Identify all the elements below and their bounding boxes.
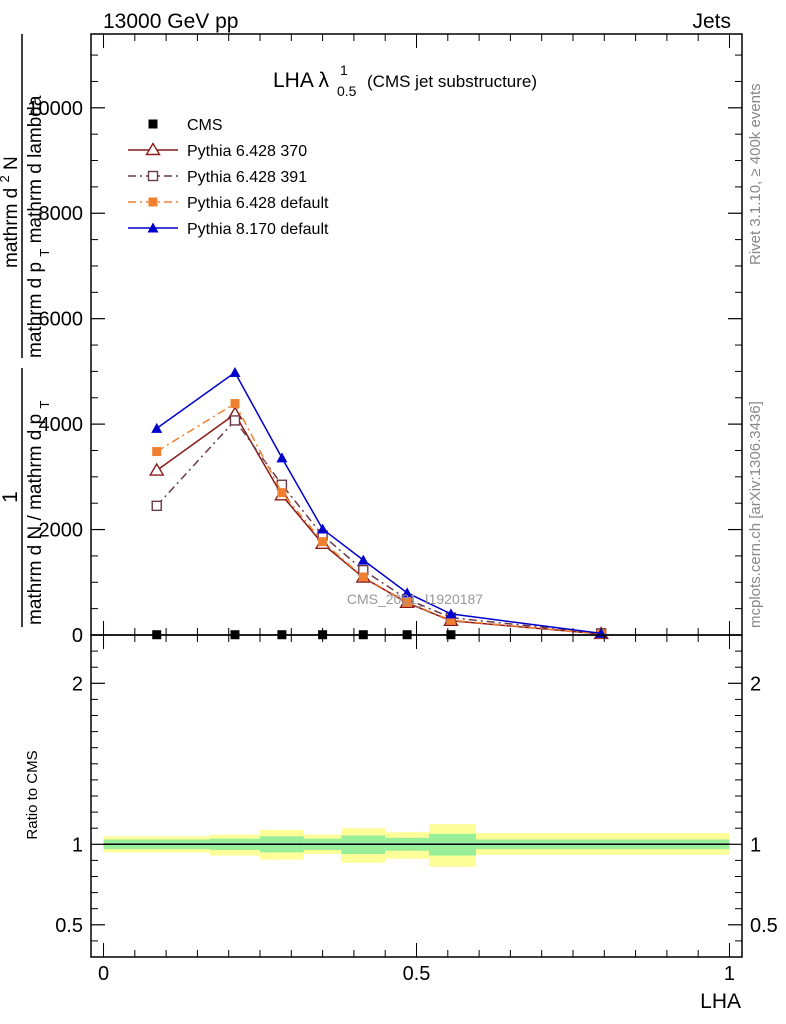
data-point [317,523,329,534]
ratio-frame [90,634,743,958]
ratio-y-tick-label-right: 2 [750,673,761,695]
x-axis-label: LHA [700,990,741,1013]
ylabel-top-rest: N [1,156,22,170]
ylabel-top-main: mathrm d [1,188,22,268]
rivet-label: Rivet 3.1.10, ≥ 400k events [747,83,764,265]
main-y-tick-label: 0 [72,625,83,647]
data-point [151,422,163,433]
header-right: Jets [692,10,731,33]
ratio-x-axis: 0 0.5 1 [98,635,735,985]
data-point [148,462,165,476]
legend-entry: Pythia 8.170 default [128,221,329,238]
data-point [318,537,328,547]
series-3 [152,399,606,639]
data-point [277,488,287,498]
data-point [151,500,162,512]
ylabel-top-sup: 2 [0,175,12,182]
ratio-panel: 0.5 0.51 12 2 0 0.5 1 Ratio to CMS LHA [24,634,778,1013]
series-line [156,402,602,635]
main-panel: 0 2000 4000 6000 8000 10000 LHA λ 1 0.5 (CMS … [0,33,743,647]
main-series-group [148,366,609,640]
ylabel-top: mathrm d 2 N [0,156,22,268]
legend: CMS Pythia 6.428 370 Pythia 6.428 391 Pythi… [128,117,329,238]
ratio-y-tick-label: 2 [72,673,83,695]
chart-title-main: LHA λ [273,69,330,92]
ratio-y-tick-label-right: 1 [750,834,761,856]
legend-label: Pythia 8.170 default [187,221,329,238]
main-y-tick-label: 4000 [39,414,84,436]
legend-marker [147,170,159,182]
ratio-y-label: Ratio to CMS [24,750,41,839]
x-tick-label: 0.5 [403,963,431,985]
legend-label: Pythia 6.428 391 [187,169,307,186]
data-point [358,572,368,582]
data-point [230,399,240,409]
ylabel-numerator: 1 [0,491,22,503]
ratio-y-axis: 0.5 0.5 1 1 2 2 [55,650,778,942]
chart-title: LHA λ [273,69,330,92]
main-y-axis: 0 2000 4000 6000 8000 10000 [27,54,742,647]
x-tick-label: 0 [98,963,109,985]
analysis-watermark: CMS_2021_I1920187 [347,591,483,607]
legend-marker [147,222,159,233]
data-point [229,415,241,426]
ylabel-bottom-rest: mathrm d lambda [25,95,46,243]
series-4 [151,366,607,638]
main-y-tick-label: 2000 [39,520,84,542]
ylabel-bottom-main: mathrm d p [25,262,46,358]
data-point [401,587,413,598]
data-point [152,447,162,457]
legend-marker [148,197,158,207]
data-point [446,615,456,625]
chart-title-rest: (CMS jet substructure) [367,72,537,91]
legend-marker [145,142,161,156]
ylabel-denominator: mathrm d N / mathrm d p T [25,401,52,625]
legend-entry: Pythia 6.428 default [128,195,329,212]
main-y-label: 1 mathrm d N / mathrm d p T mathrm d 2 N… [0,34,54,627]
legend-entry: CMS [148,117,223,134]
series-line [156,419,602,635]
chart-title-sub: 0.5 [337,83,357,99]
mcplots-label: mcplots.cern.ch [arXiv:1306.3436] [747,401,764,628]
data-point [276,452,288,463]
x-tick-label: 1 [724,963,735,985]
main-y-tick-label: 8000 [39,203,84,225]
ylabel-denominator-sub: T [37,401,52,409]
legend-label: CMS [187,117,223,134]
data-point [445,608,457,619]
data-point [402,597,412,607]
legend-label: Pythia 6.428 default [187,195,329,212]
main-y-tick-label: 6000 [39,309,84,331]
ratio-y-tick-label-right: 0.5 [750,915,778,937]
ratio-y-tick-label: 0.5 [55,915,83,937]
ylabel-denominator-main: mathrm d N / mathrm d p [25,414,46,625]
ratio-y-tick-label: 1 [72,834,83,856]
ylabel-bottom: mathrm d p T mathrm d lambda [25,95,54,358]
data-point [357,554,369,565]
data-point [229,366,241,377]
series-line [156,371,602,635]
main-y-tick-label: 10000 [27,98,83,120]
legend-entry: Pythia 6.428 391 [128,169,307,186]
legend-marker [148,119,158,129]
legend-label: Pythia 6.428 370 [187,143,307,160]
ylabel-bottom-sub: T [37,249,52,257]
legend-entry: Pythia 6.428 370 [128,142,307,160]
ratio-bands [103,824,730,867]
header-left: 13000 GeV pp [103,10,238,33]
chart-title-sup: 1 [340,62,348,78]
